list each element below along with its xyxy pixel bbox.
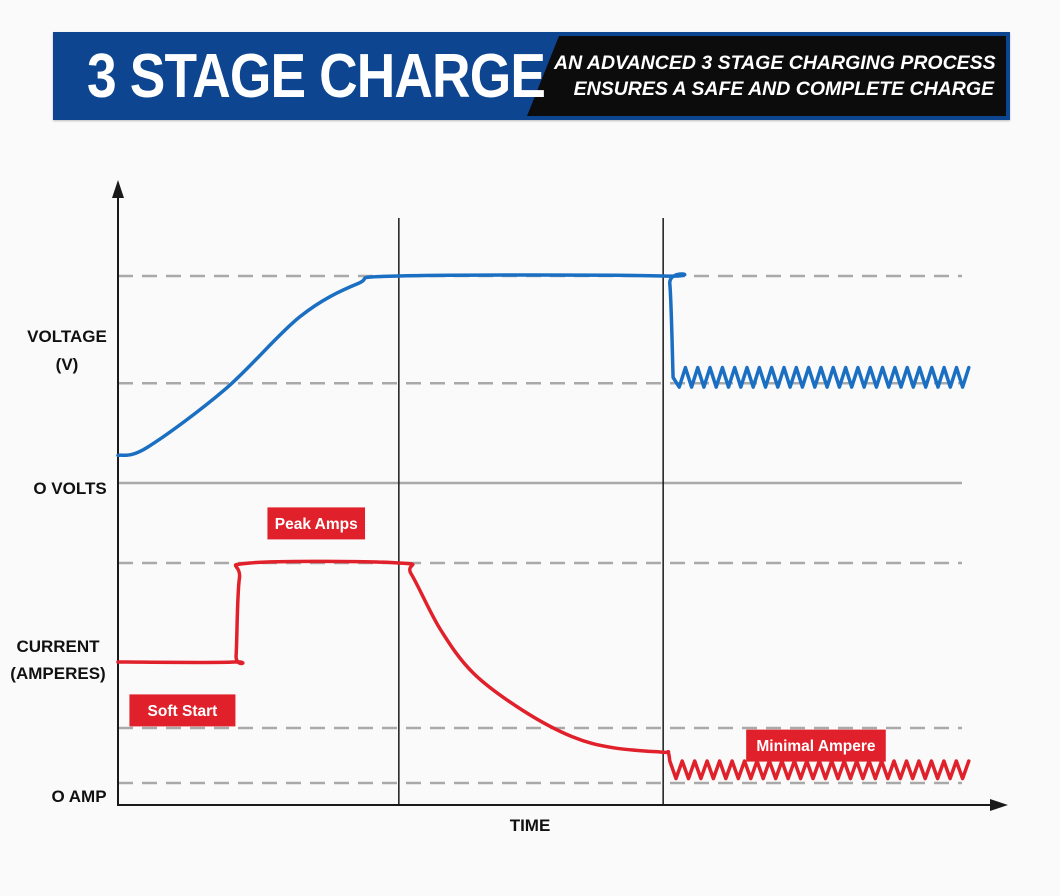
axes bbox=[112, 180, 1008, 811]
voltage-series-line bbox=[116, 272, 971, 458]
header-banner: 3 STAGE CHARGE AN ADVANCED 3 STAGE CHARG… bbox=[53, 32, 1010, 120]
banner-subtitle-line1: AN ADVANCED 3 STAGE CHARGING PROCESS bbox=[554, 52, 996, 74]
series bbox=[116, 272, 971, 781]
y-axis-arrow bbox=[112, 180, 124, 198]
voltage-label-line2: (V) bbox=[56, 355, 79, 374]
annotation-soft-start-text: Soft Start bbox=[148, 703, 218, 720]
banner-subtitle-line2: ENSURES A SAFE AND COMPLETE CHARGE bbox=[573, 78, 994, 100]
annotations: Peak Amps Soft Start Minimal Ampere bbox=[129, 507, 886, 762]
annotation-soft-start-box bbox=[129, 694, 236, 727]
banner-subtitle: AN ADVANCED 3 STAGE CHARGING PROCESS ENS… bbox=[554, 50, 996, 102]
zero-volts-label: O VOLTS bbox=[33, 479, 106, 498]
voltage-label-line1: VOLTAGE bbox=[27, 327, 107, 346]
current-label-line1: CURRENT bbox=[16, 637, 100, 656]
banner-dark-panel bbox=[527, 36, 1006, 116]
x-axis-label: TIME bbox=[510, 816, 551, 835]
annotation-minimal-ampere-text: Minimal Ampere bbox=[756, 738, 876, 755]
grid-lines bbox=[118, 274, 962, 785]
x-axis-arrow bbox=[990, 799, 1008, 811]
axis-labels: VOLTAGE (V) O VOLTS CURRENT (AMPERES) O … bbox=[10, 327, 550, 835]
current-series-line bbox=[116, 559, 971, 781]
annotation-peak-amps-text: Peak Amps bbox=[275, 516, 358, 533]
zero-amp-label: O AMP bbox=[51, 787, 106, 806]
annotation-minimal-ampere-box bbox=[746, 729, 886, 762]
annotation-peak-amps-box bbox=[267, 507, 366, 540]
stage-dividers bbox=[398, 218, 664, 805]
current-label-line2: (AMPERES) bbox=[10, 664, 105, 683]
